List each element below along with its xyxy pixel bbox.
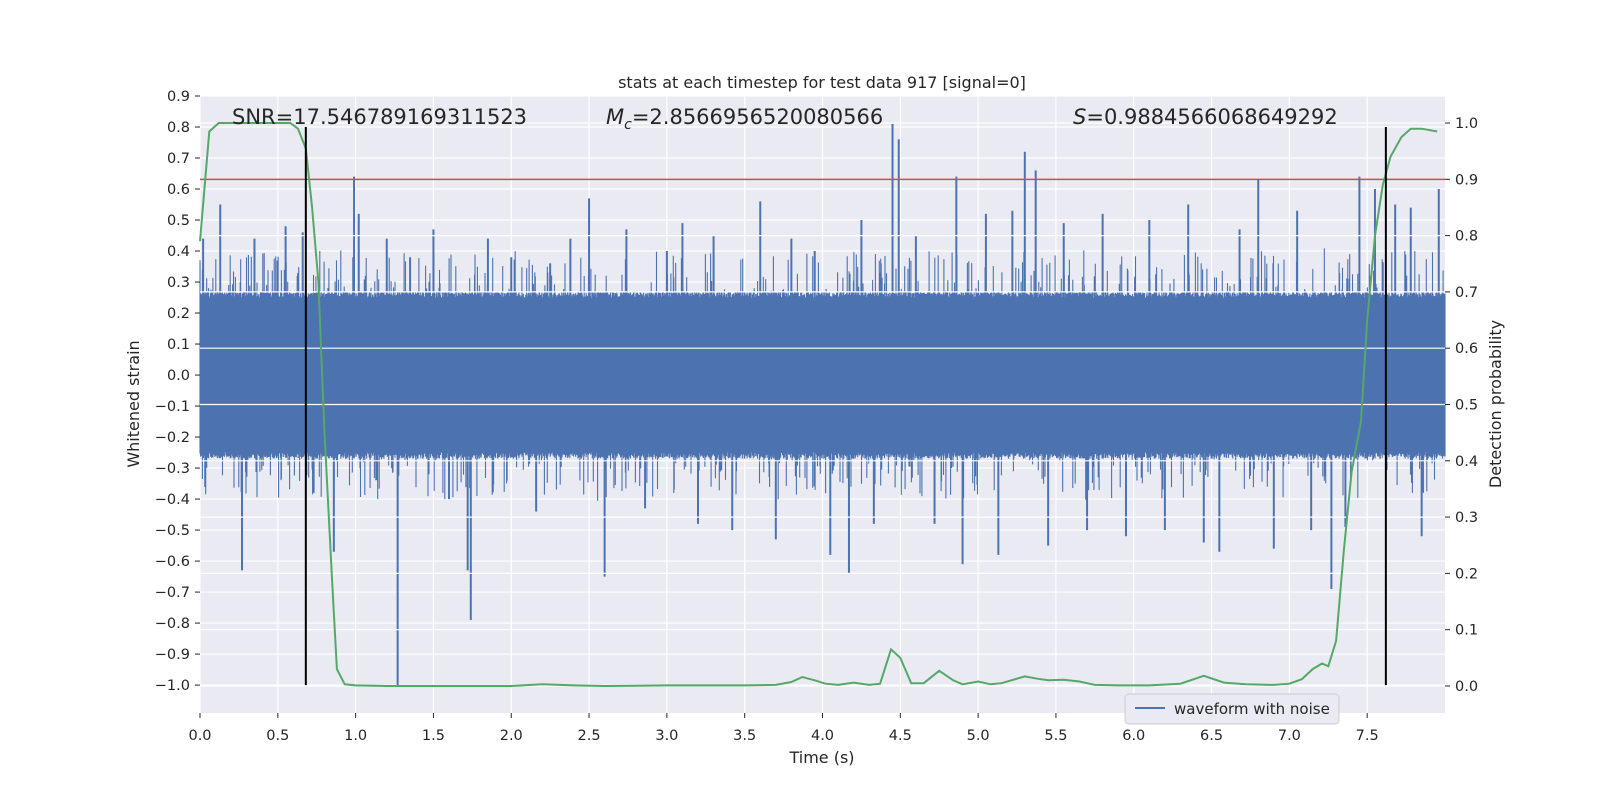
y-tick-label: −0.7 [155, 585, 190, 601]
y2-tick-label: 0.6 [1455, 341, 1478, 357]
y-tick-label: 0.1 [167, 337, 190, 353]
y-axis-label: Whitened strain [124, 340, 143, 467]
y-tick-label: 0.8 [167, 120, 190, 136]
y-tick-label: −0.4 [155, 492, 190, 508]
y2-tick-label: 0.4 [1455, 454, 1478, 470]
y-tick-label: −0.9 [155, 647, 190, 663]
y-tick-label: 0.4 [167, 244, 190, 260]
waveform-layer [199, 123, 1446, 686]
x-tick-label: 7.5 [1356, 728, 1379, 744]
x-tick-label: 4.0 [811, 728, 834, 744]
x-tick-label: 0.0 [188, 728, 211, 744]
y-tick-label: 0.3 [167, 275, 190, 291]
x-tick-label: 2.5 [578, 728, 601, 744]
y-tick-label: −1.0 [155, 678, 190, 694]
y-tick-label: 0.2 [167, 306, 190, 322]
y-tick-label: −0.1 [155, 399, 190, 415]
overlay-layer [199, 122, 1445, 688]
y2-tick-label: 0.3 [1455, 510, 1478, 526]
y2-tick-label: 0.9 [1455, 172, 1478, 188]
x-tick-label: 3.5 [733, 728, 756, 744]
y2-tick-label: 0.0 [1455, 679, 1478, 695]
y2-tick-label: 1.0 [1455, 116, 1478, 132]
y-tick-label: 0.7 [167, 151, 190, 167]
chirp-mass-value: =2.8566956520080566 [632, 105, 883, 129]
legend-label-waveform: waveform with noise [1174, 700, 1330, 718]
chart-title: stats at each timestep for test data 917… [618, 73, 1026, 92]
y-tick-label: 0.9 [167, 89, 190, 105]
y2-tick-label: 0.2 [1455, 566, 1478, 582]
y2-tick-label: 0.7 [1455, 285, 1478, 301]
x-tick-label: 7.0 [1278, 728, 1301, 744]
chirp-mass-symbol: M [606, 105, 624, 129]
x-tick-label: 2.0 [500, 728, 523, 744]
legend-box [1124, 693, 1340, 725]
y-tick-label: −0.2 [155, 430, 190, 446]
s-statistic-value: =0.9884566068649292 [1086, 105, 1337, 129]
x-tick-label: 5.0 [967, 728, 990, 744]
snr-annotation: SNR=17.546789169311523 [232, 105, 527, 129]
detection-probability-line [199, 122, 1438, 688]
x-tick-label: 4.5 [889, 728, 912, 744]
x-tick-label: 1.5 [422, 728, 445, 744]
y-tick-label: −0.6 [155, 554, 190, 570]
x-tick-label: 0.5 [266, 728, 289, 744]
y2-tick-label: 0.5 [1455, 398, 1478, 414]
s-statistic-annotation: S=0.9884566068649292 [1073, 105, 1338, 129]
y-tick-label: 0.0 [167, 368, 190, 384]
x-tick-label: 6.5 [1200, 728, 1223, 744]
y2-tick-label: 0.8 [1455, 229, 1478, 245]
y-tick-label: 0.5 [167, 213, 190, 229]
y-tick-label: −0.8 [155, 616, 190, 632]
y-tick-label: −0.5 [155, 523, 190, 539]
x-tick-label: 3.0 [655, 728, 678, 744]
legend: waveform with noise [1124, 693, 1340, 725]
s-statistic-symbol: S [1073, 105, 1086, 129]
y-tick-label: −0.3 [155, 461, 190, 477]
chirp-mass-annotation: Mc=2.8566956520080566 [606, 105, 883, 133]
x-tick-label: 6.0 [1122, 728, 1145, 744]
tick-layer: 0.0 0.5 1.0 1.5 2.0 2.5 3.0 3.5 4.0 4.5 5.0 5.5 6.0 6… [155, 89, 1478, 744]
chirp-mass-subscript: c [624, 117, 632, 133]
y2-tick-label: 0.1 [1455, 623, 1478, 639]
x-tick-label: 5.5 [1044, 728, 1067, 744]
x-tick-label: 1.0 [344, 728, 367, 744]
x-axis-label: Time (s) [788, 748, 854, 767]
y2-axis-label: Detection probability [1486, 320, 1505, 488]
y-tick-label: 0.6 [167, 182, 190, 198]
